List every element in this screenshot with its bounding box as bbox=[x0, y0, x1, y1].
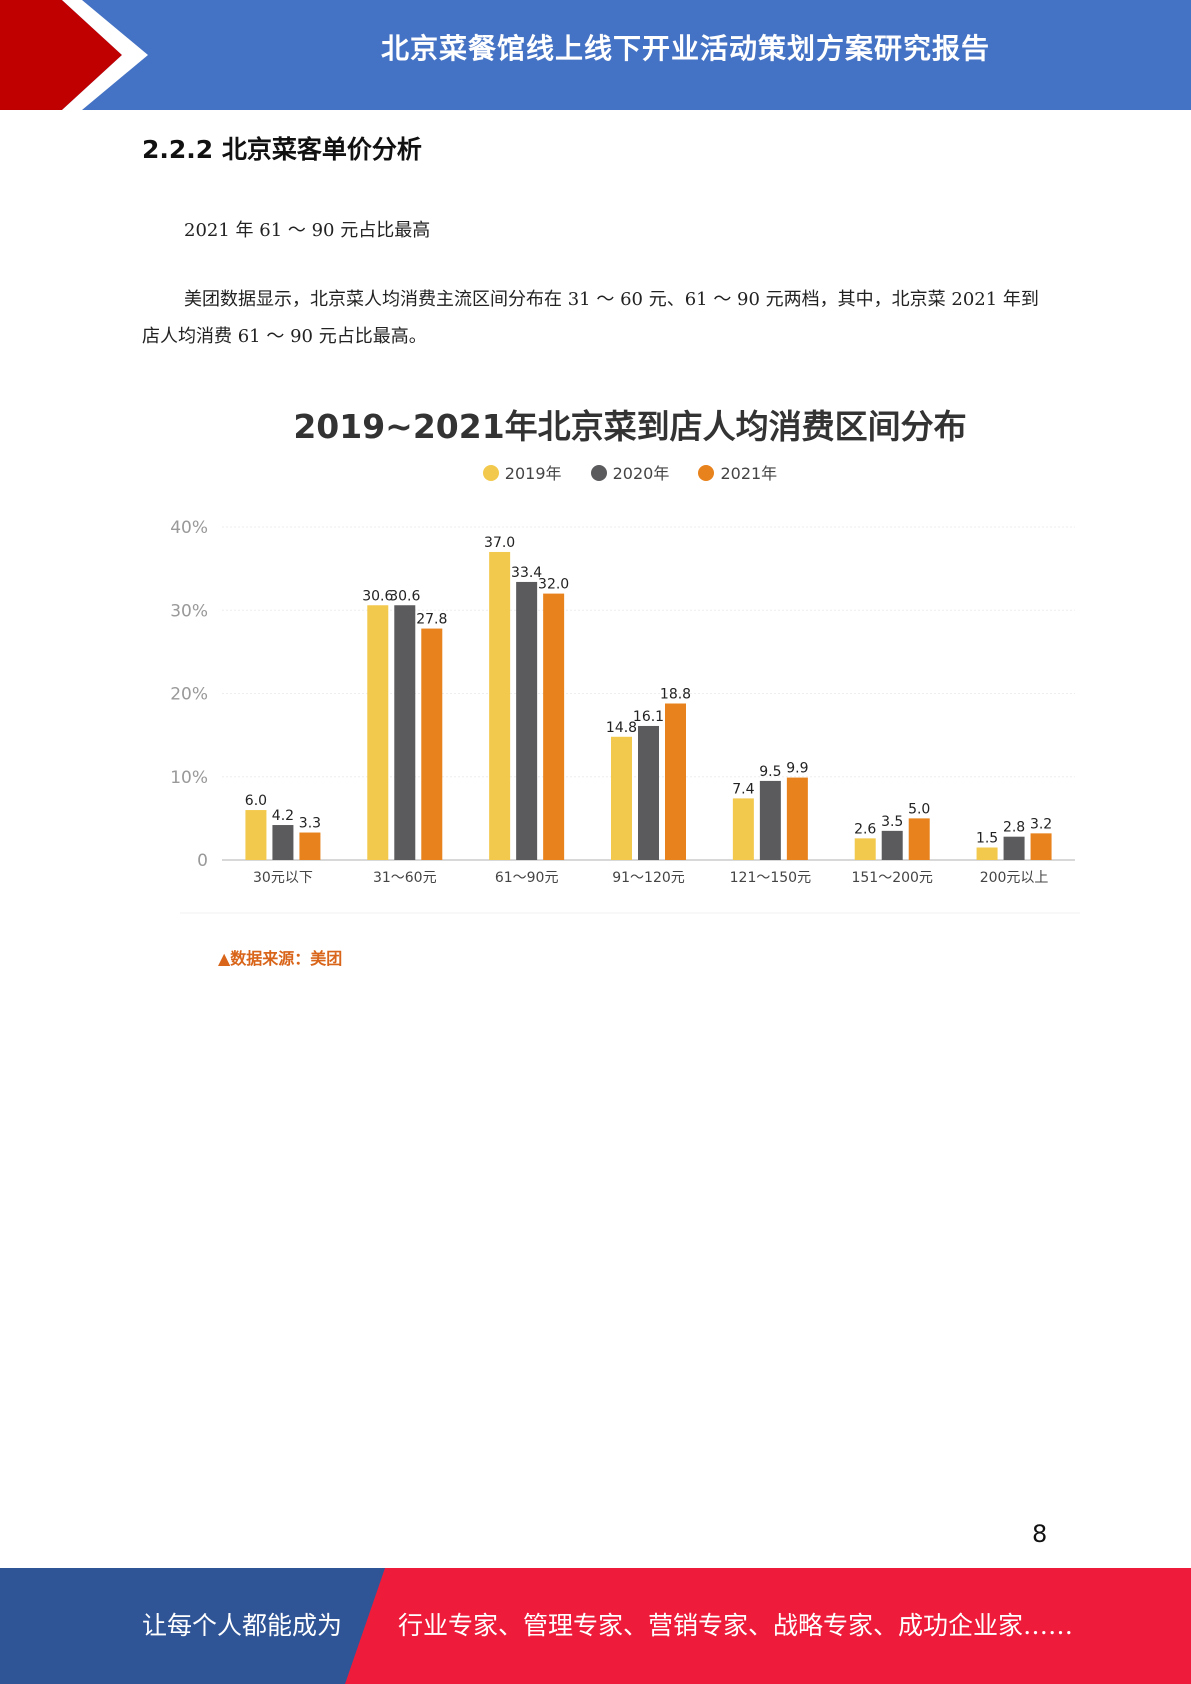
bar bbox=[976, 847, 998, 860]
x-tick-label: 200元以上 bbox=[980, 870, 1049, 886]
chart-legend: 2019年 2020年 2021年 bbox=[170, 460, 1090, 484]
bar-chart: 0 10% 20% 30% 40% 6.0 4.2 3.3 30元以下 30.6 30.6 27.8 3… bbox=[170, 390, 1090, 980]
y-tick-label: 0 bbox=[197, 851, 208, 871]
data-label: 3.5 bbox=[881, 814, 903, 830]
y-tick-label: 20% bbox=[170, 685, 208, 705]
chart-title: 2019~2021年北京菜到店人均消费区间分布 bbox=[293, 407, 967, 446]
footer-slogan-left: 让每个人都能成为 bbox=[142, 1611, 343, 1640]
data-label: 9.5 bbox=[759, 764, 781, 780]
x-tick-label: 91～120元 bbox=[612, 870, 685, 886]
x-tick-label: 151～200元 bbox=[851, 870, 932, 886]
data-label: 18.8 bbox=[660, 686, 691, 702]
legend-dot-2021 bbox=[698, 465, 715, 481]
footer-slogan-right: 行业专家、管理专家、营销专家、战略专家、成功企业家…… bbox=[398, 1611, 1074, 1640]
x-tick-label: 121～150元 bbox=[730, 870, 811, 886]
x-tick-label: 30元以下 bbox=[253, 870, 313, 886]
bar bbox=[245, 810, 267, 860]
legend-label-2021: 2021年 bbox=[720, 464, 778, 483]
x-tick-label: 61～90元 bbox=[495, 870, 559, 886]
bar bbox=[421, 628, 443, 860]
bar bbox=[489, 551, 511, 860]
bar bbox=[516, 581, 538, 860]
page-header: 北京菜餐馆线上线下开业活动策划方案研究报告 bbox=[0, 0, 1191, 110]
chart-canvas: 0 10% 20% 30% 40% 6.0 4.2 3.3 30元以下 30.630.6 27.8 3… bbox=[170, 518, 1080, 914]
bar bbox=[611, 736, 632, 860]
report-title: 北京菜餐馆线上线下开业活动策划方案研究报告 bbox=[380, 32, 990, 65]
data-label: 14.8 bbox=[606, 720, 637, 736]
data-label: 16.1 bbox=[633, 709, 664, 725]
data-label: 32.0 bbox=[538, 577, 569, 593]
legend-item-2019: 2019年 bbox=[482, 460, 562, 484]
data-label: 2.6 bbox=[854, 821, 876, 837]
header-arrow-decoration bbox=[0, 0, 148, 110]
footer-background bbox=[0, 1568, 1191, 1684]
data-label: 9.9 bbox=[786, 761, 808, 777]
data-label: 27.8 bbox=[416, 612, 447, 628]
data-label: 7.4 bbox=[732, 781, 754, 797]
y-tick-label: 40% bbox=[170, 518, 208, 538]
bar bbox=[272, 825, 294, 860]
paragraph-body: 美团数据显示，北京菜人均消费主流区间分布在 31 ～ 60 元、61 ～ 90 … bbox=[142, 289, 1039, 347]
legend-label-2019: 2019年 bbox=[504, 464, 562, 483]
data-label: 4.2 bbox=[272, 808, 294, 824]
data-label: 1.5 bbox=[976, 831, 998, 847]
data-label: 3.2 bbox=[1030, 816, 1052, 832]
bar bbox=[638, 725, 659, 860]
bar bbox=[854, 838, 876, 860]
data-label: 30.6 bbox=[362, 588, 393, 604]
data-label: 30.6 bbox=[389, 588, 420, 604]
data-label: 6.0 bbox=[245, 793, 267, 809]
legend-item-2021: 2021年 bbox=[698, 460, 777, 484]
paragraph-summary: 2021 年 61 ～ 90 元占比最高 bbox=[184, 220, 431, 241]
bar bbox=[881, 830, 903, 860]
bar bbox=[759, 780, 781, 860]
legend-label-2020: 2020年 bbox=[612, 464, 670, 483]
legend-dot-2020 bbox=[590, 465, 607, 481]
legend-dot-2019 bbox=[482, 465, 499, 481]
bar bbox=[394, 605, 416, 860]
legend-item-2020: 2020年 bbox=[590, 460, 670, 484]
y-tick-label: 10% bbox=[170, 768, 208, 788]
bar bbox=[665, 703, 686, 860]
data-label: 2.8 bbox=[1003, 820, 1025, 836]
data-label: 5.0 bbox=[908, 801, 930, 817]
bar bbox=[299, 832, 321, 860]
bar bbox=[367, 605, 389, 860]
page-number: 8 bbox=[1032, 1520, 1048, 1548]
data-label: 37.0 bbox=[484, 535, 515, 551]
bar bbox=[732, 798, 754, 860]
page-footer: 让每个人都能成为 行业专家、管理专家、营销专家、战略专家、成功企业家…… bbox=[0, 1568, 1191, 1684]
bar bbox=[1030, 833, 1052, 860]
section-heading: 2.2.2 北京菜客单价分析 bbox=[142, 135, 422, 164]
chart-source: ▲数据来源：美团 bbox=[218, 949, 343, 968]
y-tick-label: 30% bbox=[170, 601, 208, 621]
bar bbox=[786, 777, 808, 860]
data-label: 3.3 bbox=[299, 816, 321, 832]
data-label: 33.4 bbox=[511, 565, 542, 581]
bar bbox=[908, 818, 930, 860]
bar bbox=[1003, 836, 1025, 860]
bar bbox=[543, 593, 565, 860]
x-tick-label: 31～60元 bbox=[373, 870, 437, 886]
